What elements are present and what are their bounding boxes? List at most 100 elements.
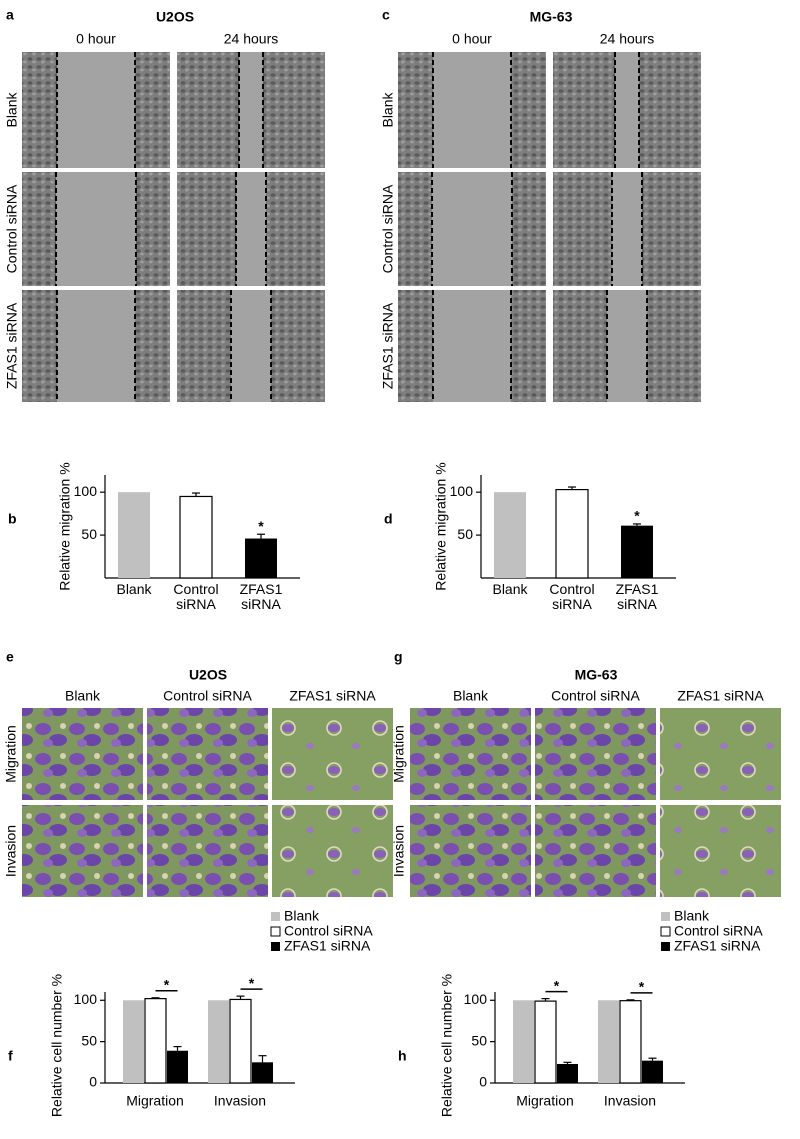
legend-label: Blank (284, 908, 320, 924)
micrograph (272, 805, 393, 897)
bar (123, 1000, 144, 1083)
wound-gap (56, 172, 136, 286)
significance: * (258, 518, 264, 534)
x-tick-label: Blank (116, 581, 152, 597)
legend-label: Control siRNA (674, 923, 763, 939)
bar (513, 1000, 534, 1083)
y-axis-label: Relative cell number % (49, 974, 65, 1117)
bar (494, 492, 526, 578)
legend-swatch (661, 942, 670, 951)
significance: * (639, 979, 645, 995)
column-header: ZFAS1 siRNA (289, 688, 376, 704)
micrograph (410, 708, 531, 800)
wound-gap (57, 290, 135, 402)
micrograph (535, 805, 656, 897)
row-label: Migration (3, 725, 19, 783)
x-tick-label: Control siRNA (173, 581, 219, 612)
column-header: 0 hour (452, 31, 492, 47)
panel-label: f (8, 1048, 13, 1064)
significance: * (249, 975, 255, 991)
bar (252, 1062, 273, 1083)
bar (118, 492, 150, 578)
panel-label: b (8, 511, 17, 527)
panel-title: MG-63 (530, 9, 573, 25)
wound-gap (615, 52, 639, 168)
y-tick-label: 0 (479, 1074, 487, 1090)
y-tick-label: 50 (81, 1032, 97, 1048)
bar (229, 998, 252, 1084)
panel-label: c (382, 7, 390, 23)
wound-gap (612, 172, 642, 286)
wound-gap (236, 172, 266, 286)
x-tick-label: ZFAS1 siRNA (615, 581, 659, 612)
legend-swatch (661, 912, 670, 921)
column-header: ZFAS1 siRNA (677, 688, 764, 704)
row-label: ZFAS1 siRNA (4, 302, 20, 389)
bar (179, 495, 213, 579)
micrograph (535, 708, 656, 800)
y-tick-label: 50 (81, 526, 97, 542)
panel-label: d (384, 511, 393, 527)
bar (555, 488, 589, 579)
micrograph (660, 708, 781, 800)
bar (167, 1050, 188, 1083)
wound-gap (231, 290, 271, 402)
panel-label: a (6, 7, 14, 23)
y-axis-label: Relative migration % (433, 462, 449, 590)
y-axis-label: Relative cell number % (439, 974, 455, 1117)
row-label: ZFAS1 siRNA (380, 302, 396, 389)
legend-label: Blank (674, 908, 710, 924)
row-label: Migration (391, 725, 407, 783)
x-tick-label: Invasion (604, 1093, 656, 1109)
micrograph (410, 805, 531, 897)
bar (208, 1000, 229, 1083)
panel-title: U2OS (189, 667, 227, 683)
micrograph (22, 805, 143, 897)
panel-label: g (394, 649, 403, 665)
wound-gap (607, 290, 647, 402)
bar (144, 998, 167, 1084)
legend-swatch (271, 912, 280, 921)
row-label: Blank (380, 91, 396, 127)
y-tick-label: 100 (74, 991, 98, 1007)
bar (621, 525, 653, 578)
row-label: Control siRNA (380, 184, 396, 273)
x-tick-label: Blank (492, 581, 528, 597)
bar (557, 1063, 578, 1083)
row-label: Invasion (3, 825, 19, 877)
y-tick-label: 0 (89, 1074, 97, 1090)
legend-swatch (660, 926, 671, 937)
wound-gap (432, 172, 512, 286)
bar (245, 538, 277, 578)
column-header: 0 hour (76, 31, 116, 47)
column-header: Control siRNA (551, 688, 640, 704)
significance: * (164, 976, 170, 992)
y-tick-label: 100 (74, 483, 98, 499)
column-header: Control siRNA (163, 688, 252, 704)
panel-title: U2OS (156, 9, 194, 25)
legend-swatch (270, 926, 281, 937)
bar (598, 1000, 619, 1083)
row-label: Blank (4, 91, 20, 127)
panel-label: h (398, 1048, 407, 1064)
row-label: Invasion (391, 825, 407, 877)
x-tick-label: Invasion (214, 1093, 266, 1109)
legend-label: ZFAS1 siRNA (284, 938, 371, 954)
significance: * (634, 508, 640, 524)
micrograph (272, 708, 393, 800)
column-header: Blank (453, 688, 489, 704)
wound-gap (239, 52, 263, 168)
significance: * (554, 977, 560, 993)
legend-swatch (271, 942, 280, 951)
micrograph (147, 708, 268, 800)
x-tick-label: Migration (516, 1093, 574, 1109)
bar (534, 1000, 557, 1084)
micrograph (147, 805, 268, 897)
x-tick-label: Control siRNA (549, 581, 595, 612)
wound-gap (433, 290, 511, 402)
row-label: Control siRNA (4, 184, 20, 273)
x-tick-label: ZFAS1 siRNA (239, 581, 283, 612)
column-header: 24 hours (600, 31, 654, 47)
